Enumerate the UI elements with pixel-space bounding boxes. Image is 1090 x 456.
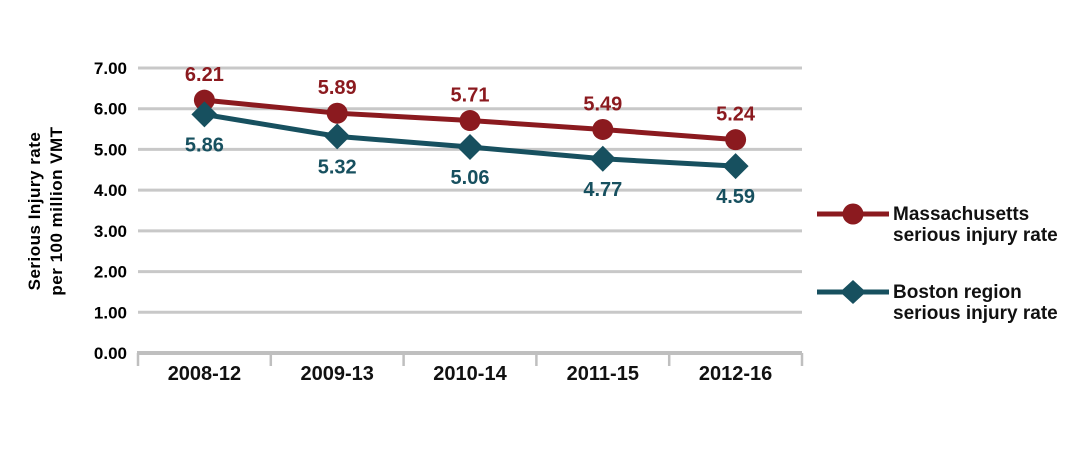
boston-region-legend-label-line-2: serious injury rate <box>893 303 1058 324</box>
data-label-boston-region: 5.32 <box>318 156 357 178</box>
data-point-marker-boston-region <box>589 145 616 172</box>
data-point-marker-boston-region <box>457 133 483 160</box>
y-tick-label: 4.00 <box>94 181 127 200</box>
data-label-massachusetts: 6.21 <box>185 64 224 86</box>
x-tick-label: 2012-16 <box>699 363 772 385</box>
y-tick-label: 0.00 <box>94 344 127 363</box>
boston-region-legend-label: Boston region serious injury rate <box>893 282 1058 324</box>
y-tick-label: 7.00 <box>94 59 127 78</box>
data-point-marker-massachusetts <box>592 118 614 140</box>
boston-region-legend-label-line-1: Boston region <box>893 282 1022 303</box>
y-axis-title-line-1: Serious Injury rate <box>25 131 44 291</box>
massachusetts-legend-label-line-1: Massachusetts <box>893 204 1030 225</box>
data-label-massachusetts: 5.49 <box>583 93 622 115</box>
boston-region-legend-marker-icon <box>817 280 889 304</box>
massachusetts-legend-label-line-2: serious injury rate <box>893 225 1058 246</box>
y-axis-title: Serious Injury rate per 100 million VMT <box>24 96 68 326</box>
boston-region-legend-diamond-icon <box>840 280 866 304</box>
data-point-marker-boston-region <box>191 101 218 128</box>
y-tick-label: 1.00 <box>94 303 127 322</box>
y-axis-title-line-2: per 100 million VMT <box>47 126 66 296</box>
data-label-boston-region: 5.06 <box>451 167 490 189</box>
massachusetts-legend-marker-icon <box>817 203 889 225</box>
y-tick-label: 2.00 <box>94 263 127 282</box>
x-tick-label: 2008-12 <box>168 363 241 385</box>
data-label-massachusetts: 5.71 <box>451 85 490 107</box>
y-tick-label: 5.00 <box>94 140 127 159</box>
x-tick-label: 2011-15 <box>567 363 639 385</box>
data-point-marker-boston-region <box>722 153 749 180</box>
massachusetts-legend-label: Massachusetts serious injury rate <box>893 204 1058 246</box>
data-label-boston-region: 4.77 <box>583 179 622 201</box>
data-point-marker-massachusetts <box>326 102 348 124</box>
massachusetts-legend-circle-icon <box>842 203 864 225</box>
data-label-boston-region: 5.86 <box>185 134 224 156</box>
data-label-boston-region: 4.59 <box>716 186 755 208</box>
data-point-marker-massachusetts <box>725 129 747 151</box>
x-tick-label: 2010-14 <box>433 363 507 385</box>
y-tick-label: 6.00 <box>94 100 127 119</box>
data-label-massachusetts: 5.24 <box>716 104 756 126</box>
data-point-marker-boston-region <box>324 123 351 150</box>
x-tick-label: 2009-13 <box>300 363 373 385</box>
data-point-marker-massachusetts <box>193 89 215 111</box>
data-label-massachusetts: 5.89 <box>318 77 357 99</box>
data-point-marker-massachusetts <box>459 110 481 132</box>
y-tick-label: 3.00 <box>94 222 127 241</box>
